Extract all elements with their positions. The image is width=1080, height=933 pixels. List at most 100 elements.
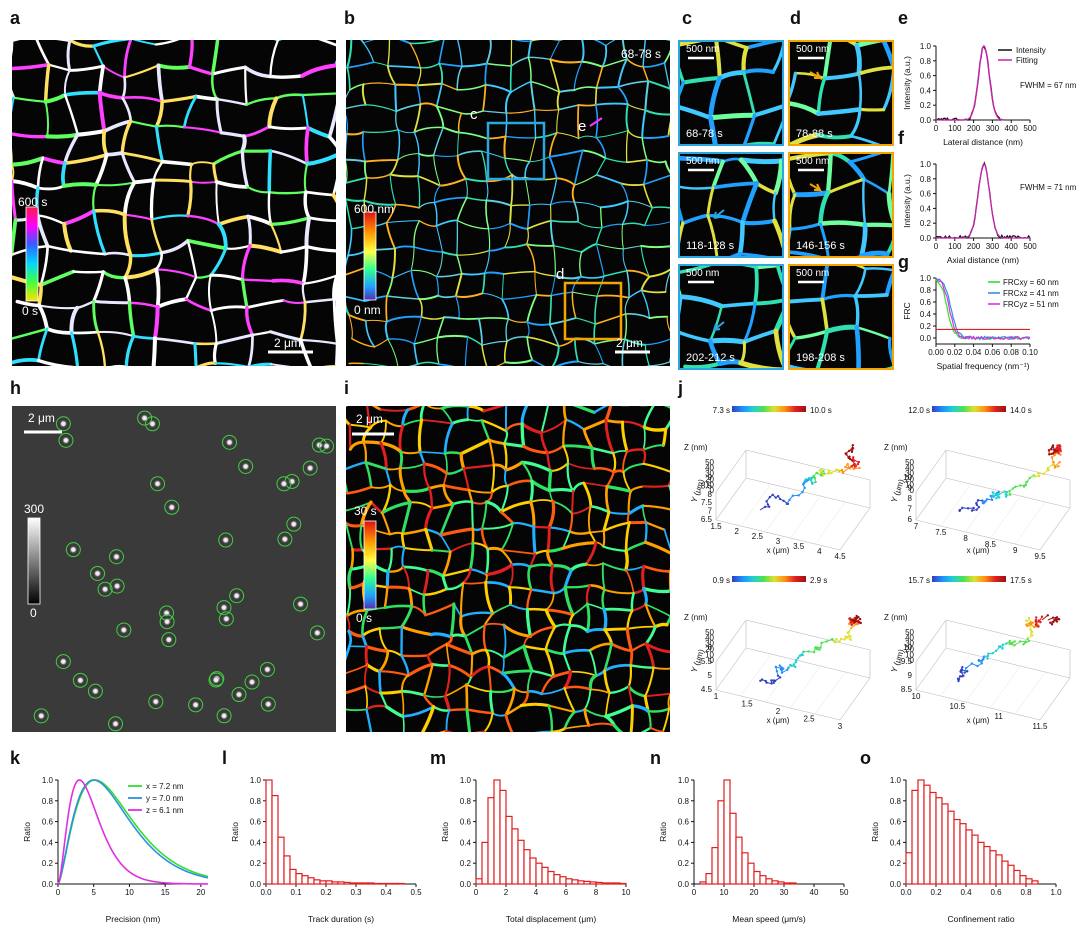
time-label: 202-212 s (686, 352, 735, 364)
z-tick-label: 10 (905, 650, 914, 659)
detection-circle (144, 416, 160, 432)
trajectory-point (1057, 448, 1061, 451)
network-tubule (549, 58, 583, 64)
histogram-bar (523, 849, 531, 885)
network-tubule (267, 149, 273, 195)
network-tubule (573, 149, 584, 186)
network-tubule (459, 452, 466, 471)
network-tubule (212, 341, 218, 365)
molecule-spot (61, 436, 70, 445)
network-tubule (708, 75, 723, 121)
chart-l: 0.0 0.1 0.2 0.3 0.4 0.50.00.20.40.60.81.0Trac… (230, 776, 422, 924)
network-tubule (383, 604, 414, 610)
network-tubule (527, 56, 532, 83)
network-tubule (92, 44, 105, 68)
network-tubule (152, 304, 160, 341)
network-tubule (707, 337, 747, 345)
network-tubule (847, 42, 859, 48)
trajectory-point (1048, 453, 1051, 456)
x-tick-label: 200 (967, 124, 981, 133)
network-tubule (603, 628, 613, 646)
z-tick-label: 40 (905, 464, 914, 473)
network-tubule (602, 529, 606, 548)
molecule-spot (167, 503, 176, 512)
time-colorbar (932, 576, 1006, 582)
trajectory-point (856, 462, 860, 466)
colorbar-end-label: 14.0 s (1010, 406, 1032, 415)
network-tubule (532, 525, 551, 529)
histogram-bar (1031, 880, 1039, 885)
network-tubule (644, 109, 670, 116)
network-tubule (389, 173, 397, 206)
network-tubule (529, 500, 536, 529)
trajectory-point (987, 652, 990, 655)
trajectory-point (1051, 616, 1055, 619)
molecule-spot (140, 414, 149, 423)
trajectory-point (850, 618, 854, 621)
y-tick-label: 10 (903, 643, 912, 652)
network-tubule (436, 316, 445, 339)
x-axis-label: x (μm) (767, 546, 790, 555)
y-tick-label: 0.8 (42, 797, 54, 806)
network-tubule (563, 568, 573, 589)
network-tubule (711, 181, 759, 190)
network-tubule (245, 305, 255, 337)
network-tubule (465, 707, 472, 732)
network-tubule (647, 707, 670, 713)
box-edge (1039, 677, 1071, 721)
network-tubule (386, 277, 394, 297)
network-tubule (564, 418, 586, 431)
y-tick-label: 0.2 (890, 859, 902, 868)
network-tubule (640, 244, 670, 249)
network-tubule (407, 587, 414, 608)
network-tubule (547, 500, 556, 530)
network-tubule (502, 644, 526, 659)
network-tubule (771, 44, 782, 74)
y-tick-label: 5.5 (701, 657, 713, 666)
network-tubule (644, 642, 656, 670)
network-tubule (754, 266, 780, 270)
network-tubule (642, 174, 670, 186)
trajectory-point (858, 466, 861, 470)
network-tubule (400, 654, 430, 658)
network-tubule (332, 297, 336, 345)
network-tubule (815, 329, 830, 368)
network-tubule (531, 359, 546, 366)
network-tubule (492, 463, 508, 472)
network-tubule (194, 274, 212, 279)
network-tubule (563, 724, 590, 730)
y-tick-label: 0.2 (42, 859, 54, 868)
network-tubule (547, 704, 554, 732)
network-tubule (582, 481, 593, 508)
network-tubule (301, 244, 309, 286)
x-axis-label: Total displacement (μm) (506, 914, 597, 924)
network-tubule (562, 406, 568, 421)
network-tubule (374, 338, 389, 348)
network-tubule (580, 275, 605, 279)
network-tubule (462, 463, 495, 470)
y-axis-label: Ratio (230, 822, 240, 842)
network-tubule (150, 214, 189, 221)
z-axis-label: Z (nm) (884, 613, 908, 622)
network-tubule (744, 42, 780, 50)
network-tubule (484, 249, 490, 274)
network-tubule (594, 87, 598, 106)
network-tubule (422, 569, 430, 597)
network-tubule (583, 707, 591, 727)
scale-bar-label: 500 nm (686, 44, 720, 55)
trajectory-point (1059, 453, 1062, 456)
network-tubule (346, 133, 348, 157)
network-tubule (504, 687, 516, 717)
molecule-spot (113, 582, 122, 591)
network-tubule (642, 426, 646, 451)
network-tubule (348, 440, 365, 451)
network-tubule (828, 154, 852, 165)
network-tubule (629, 704, 634, 732)
line-profile-e (589, 117, 603, 127)
detection-circle (216, 708, 232, 724)
y-axis-label: Ratio (440, 822, 450, 842)
network-tubule (346, 521, 363, 528)
network-tubule (772, 120, 782, 144)
network-tubule (510, 204, 531, 207)
network-tubule (623, 338, 647, 346)
